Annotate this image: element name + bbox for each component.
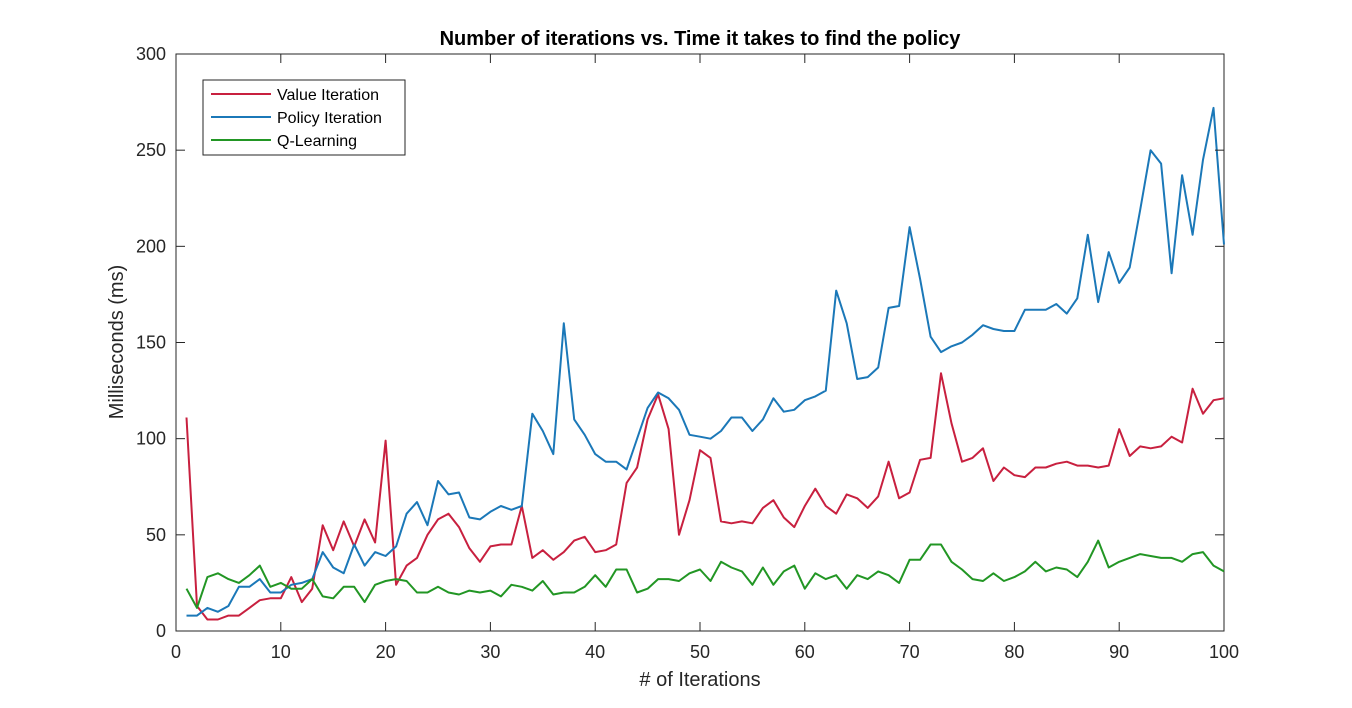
x-tick-label: 80 [1004, 642, 1024, 662]
x-tick-label: 50 [690, 642, 710, 662]
y-tick-label: 250 [136, 140, 166, 160]
legend-label-q-learning: Q-Learning [277, 133, 357, 150]
series-layer [185, 106, 1225, 621]
series-line-policy-iteration [186, 106, 1225, 617]
x-tick-label: 60 [795, 642, 815, 662]
y-tick-label: 150 [136, 333, 166, 353]
x-axis: 0 10 20 30 40 50 60 70 80 90 100 [171, 54, 1239, 662]
x-tick-label: 30 [480, 642, 500, 662]
chart-title: Number of iterations vs. Time it takes t… [440, 28, 962, 50]
x-tick-label: 40 [585, 642, 605, 662]
y-axis-label: Milliseconds (ms) [106, 265, 128, 419]
y-tick-label: 100 [136, 429, 166, 449]
y-axis: 0 50 100 150 200 250 300 [136, 44, 1224, 641]
y-tick-label: 50 [146, 525, 166, 545]
y-tick-label: 0 [156, 621, 166, 641]
x-tick-label: 70 [900, 642, 920, 662]
legend-label-value-iteration: Value Iteration [277, 87, 379, 104]
x-tick-label: 20 [376, 642, 396, 662]
series-line-value-iteration [185, 372, 1225, 621]
x-tick-label: 100 [1209, 642, 1239, 662]
x-tick-label: 90 [1109, 642, 1129, 662]
legend-label-policy-iteration: Policy Iteration [277, 110, 382, 127]
y-tick-label: 300 [136, 44, 166, 64]
legend: Value Iteration Policy Iteration Q-Learn… [202, 79, 406, 156]
x-tick-label: 0 [171, 642, 181, 662]
series-line-q-learning [185, 539, 1225, 609]
y-tick-label: 200 [136, 236, 166, 256]
x-axis-label: # of Iterations [639, 669, 760, 691]
x-tick-label: 10 [271, 642, 291, 662]
